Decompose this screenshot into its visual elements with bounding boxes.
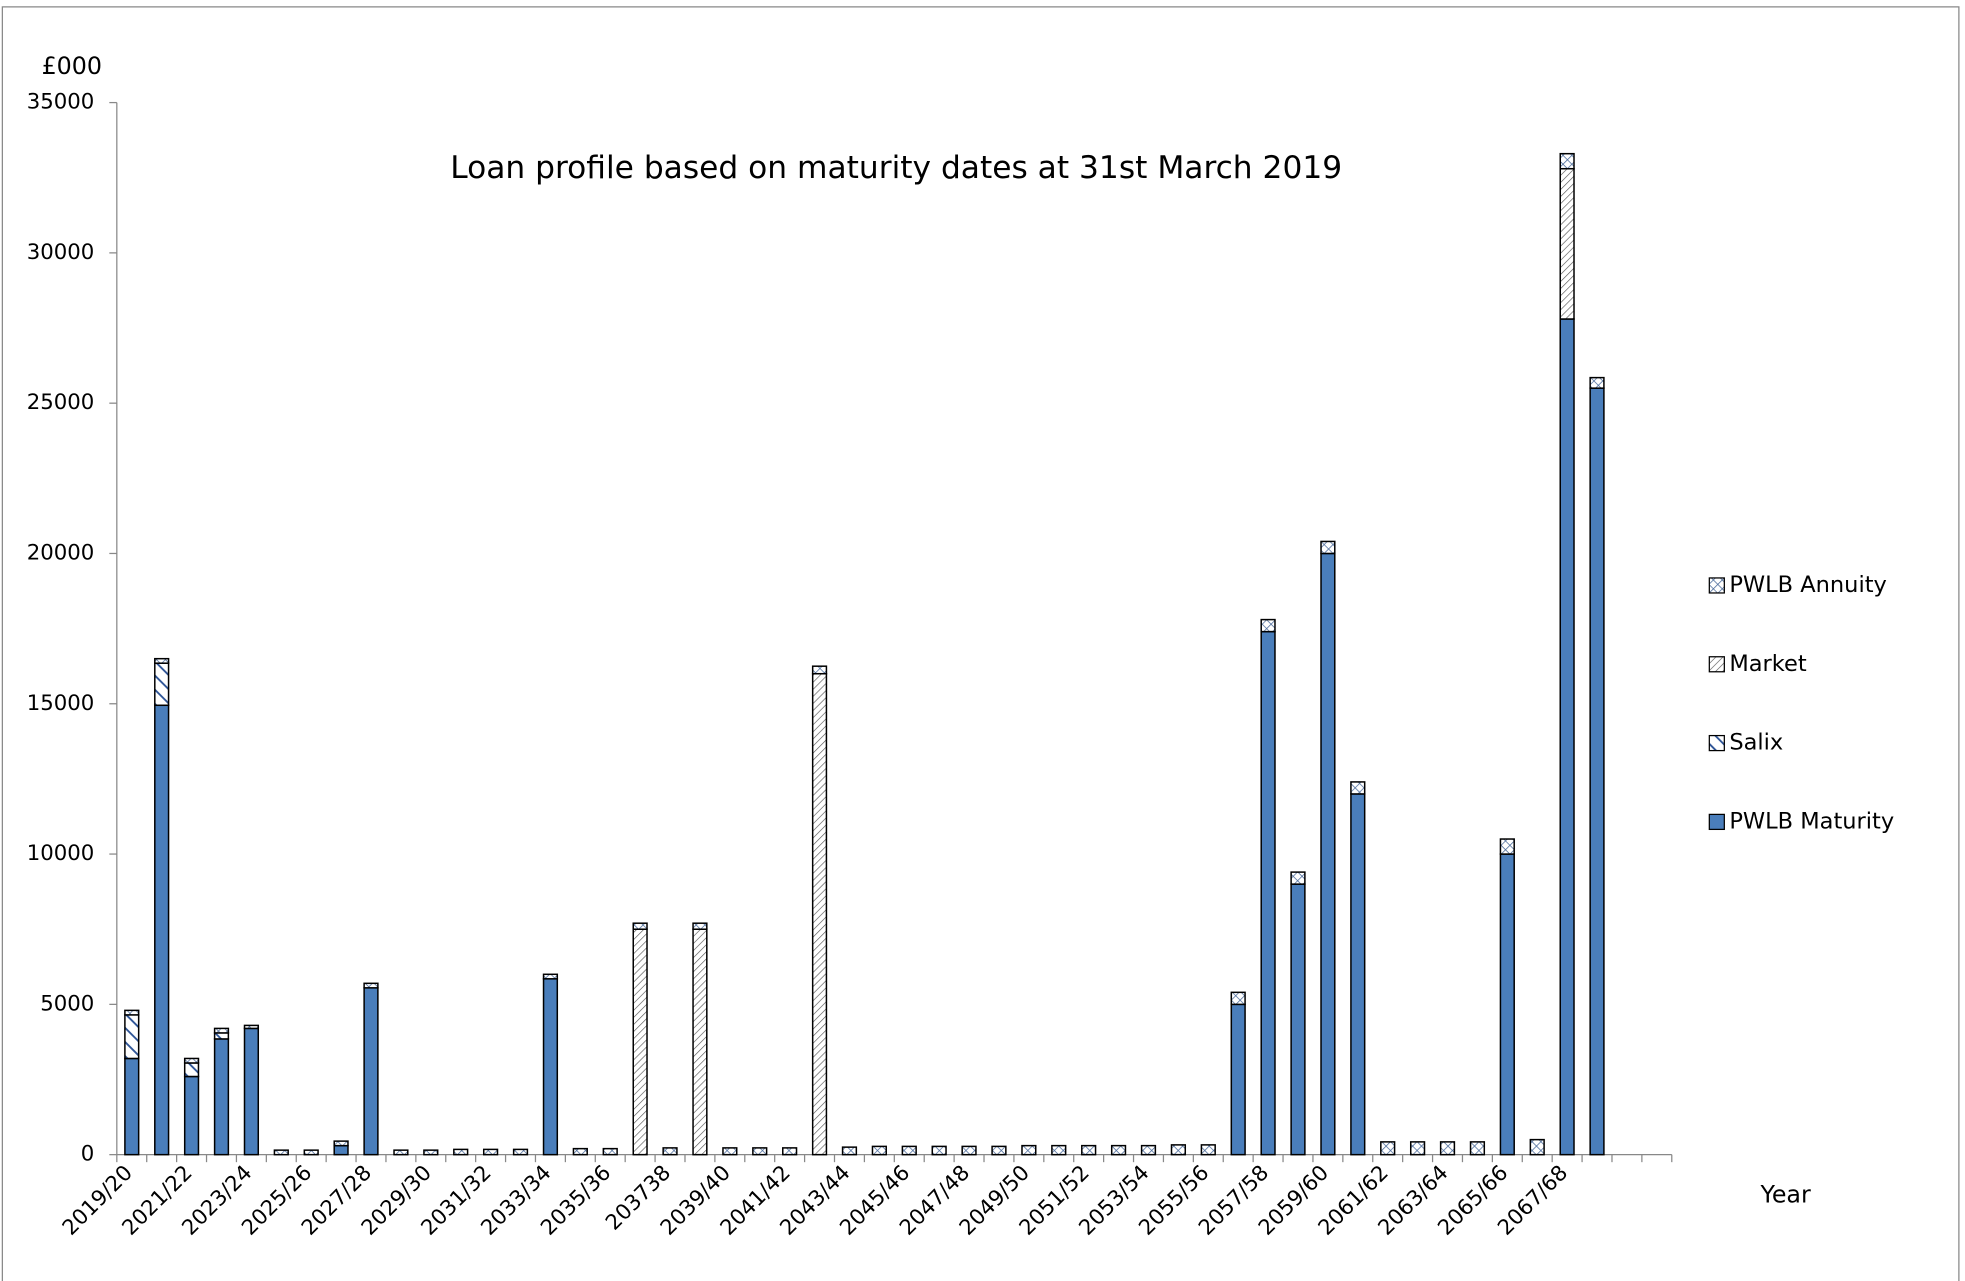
bar-segment	[1499, 853, 1515, 1156]
bar-segment	[1320, 552, 1336, 1156]
y-tick-label: 35000	[27, 90, 95, 115]
bar-segment	[333, 1140, 349, 1147]
legend-label: Salix	[1729, 730, 1783, 756]
bar-segment	[124, 1014, 140, 1060]
bar-segment	[183, 1075, 200, 1156]
legend-label: PWLB Maturity	[1729, 808, 1894, 834]
bar-segment	[183, 1062, 200, 1078]
bar-segment	[363, 982, 379, 989]
bar-segment	[722, 1147, 738, 1156]
legend-swatch	[1708, 577, 1725, 594]
bar-segment	[482, 1148, 499, 1156]
bar-segment	[1230, 1003, 1246, 1156]
bar-segment	[1290, 871, 1306, 885]
bar-segment	[1081, 1144, 1097, 1156]
y-tick-label: 20000	[27, 540, 95, 565]
bar-segment	[662, 1147, 678, 1156]
bar-segment	[273, 1149, 289, 1156]
bar-segment	[1589, 387, 1605, 1156]
bar-segment	[1350, 793, 1366, 1156]
y-tick-label: 25000	[27, 390, 95, 415]
bar-segment	[901, 1145, 917, 1156]
bar-segment	[841, 1146, 858, 1156]
bar-segment	[782, 1147, 798, 1156]
bar-segment	[1051, 1144, 1067, 1156]
bar-segment	[183, 1057, 200, 1064]
legend-swatch	[1708, 656, 1725, 673]
bar-segment	[333, 1144, 349, 1156]
bar-segment	[154, 662, 170, 707]
bar-segment	[752, 1147, 768, 1156]
chart-border	[1, 6, 1960, 1281]
y-tick-label: 15000	[27, 691, 95, 716]
bar-segment	[1110, 1144, 1127, 1156]
bar-segment	[991, 1145, 1007, 1156]
bar-segment	[124, 1009, 140, 1016]
bar-segment	[811, 672, 828, 1156]
bar-segment	[632, 922, 648, 930]
bar-segment	[213, 1032, 230, 1040]
bar-segment	[1021, 1144, 1037, 1156]
legend-swatch	[1708, 813, 1725, 831]
bar-segment	[1409, 1141, 1426, 1156]
bar-segment	[363, 987, 379, 1156]
bar-segment	[1559, 167, 1575, 320]
bar-segment	[243, 1027, 260, 1156]
bar-segment	[542, 973, 559, 980]
y-tick-label: 0	[81, 1142, 95, 1167]
bar-segment	[1439, 1141, 1456, 1156]
y-tick-label: 30000	[27, 240, 95, 265]
bar-segment	[213, 1027, 230, 1034]
bar-segment	[453, 1148, 469, 1156]
bar-segment	[811, 665, 828, 675]
bar-segment	[1230, 991, 1246, 1006]
bar-segment	[632, 928, 648, 1156]
bar-segment	[124, 1057, 140, 1156]
bar-segment	[692, 928, 708, 1156]
bar-segment	[1559, 152, 1575, 170]
x-axis-label: Year	[1759, 1180, 1811, 1208]
bar-segment	[1170, 1144, 1187, 1156]
bar-segment	[154, 657, 170, 664]
bar-segment	[1200, 1144, 1216, 1156]
bar-segment	[1350, 781, 1366, 795]
bar-segment	[154, 704, 170, 1156]
bar-segment	[1589, 376, 1605, 389]
bar-segment	[1499, 838, 1515, 855]
bar-segment	[1260, 630, 1276, 1156]
bar-segment	[1290, 883, 1306, 1156]
bar-segment	[572, 1147, 588, 1156]
y-axis-label: £000	[42, 52, 102, 80]
bar-segment	[692, 922, 708, 930]
bar-segment	[602, 1147, 618, 1156]
bar-segment	[423, 1149, 439, 1156]
legend-label: Market	[1729, 651, 1807, 677]
y-tick-label: 10000	[27, 841, 95, 866]
bar-segment	[1559, 318, 1575, 1156]
chart-title: Loan profile based on maturity dates at …	[450, 150, 1342, 186]
bar-segment	[512, 1148, 529, 1156]
legend-swatch	[1708, 734, 1725, 752]
bar-segment	[1380, 1141, 1396, 1156]
bar-segment	[1260, 618, 1276, 633]
bar-segment	[961, 1145, 977, 1156]
bar-segment	[393, 1149, 409, 1156]
bar-segment	[1529, 1138, 1545, 1156]
bar-segment	[1320, 540, 1336, 555]
bar-segment	[871, 1145, 887, 1156]
bar-segment	[1469, 1141, 1486, 1156]
bar-segment	[1140, 1144, 1157, 1156]
bar-segment	[243, 1024, 260, 1030]
y-tick-label: 5000	[40, 991, 94, 1016]
legend-label: PWLB Annuity	[1729, 572, 1887, 598]
bar-segment	[303, 1149, 319, 1156]
bar-segment	[931, 1145, 947, 1156]
bar-segment	[542, 978, 559, 1156]
bar-segment	[213, 1038, 230, 1156]
